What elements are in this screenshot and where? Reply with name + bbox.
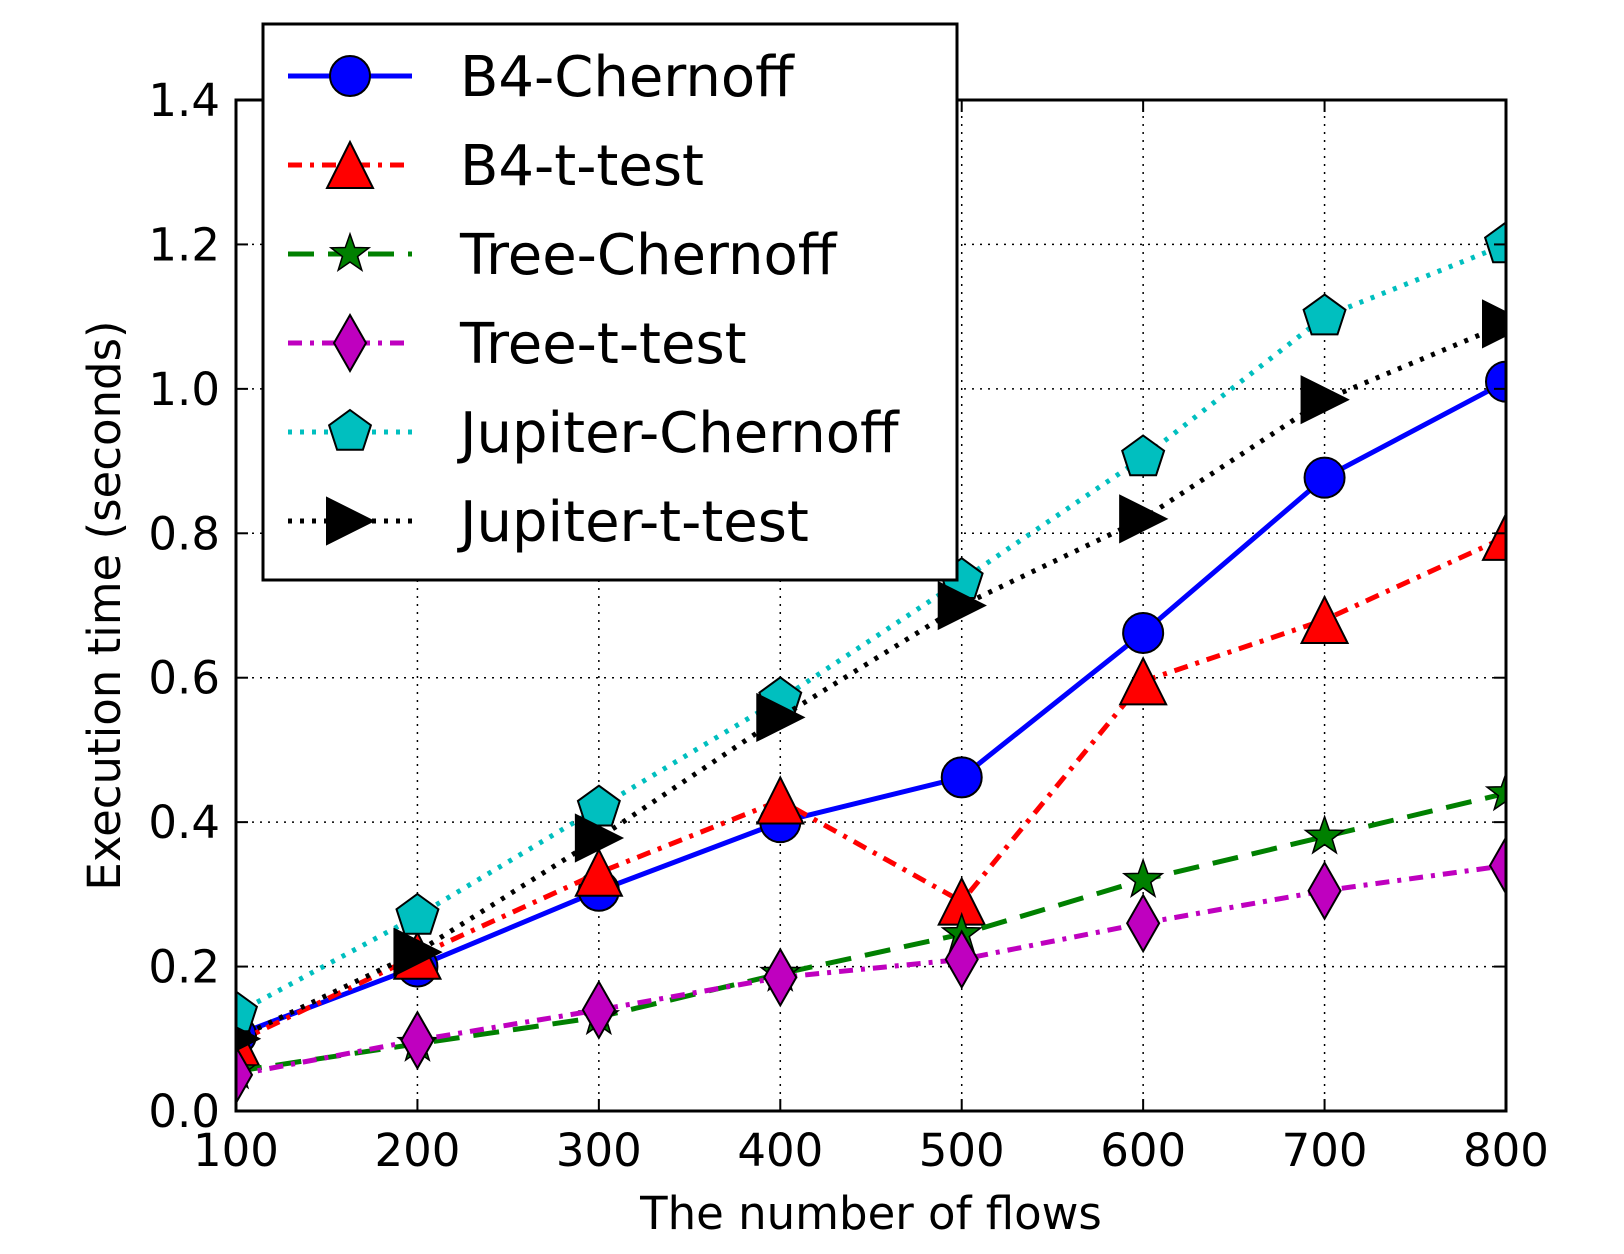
data-point — [763, 947, 798, 1008]
legend-label: Jupiter-t-test — [457, 490, 809, 555]
y-tick-label: 1.2 — [148, 218, 220, 271]
legend-marker — [328, 231, 372, 273]
data-point — [1118, 656, 1168, 706]
legend-marker — [329, 55, 371, 97]
data-point — [574, 813, 625, 863]
data-point — [400, 1010, 435, 1071]
data-point — [1482, 299, 1506, 349]
x-tick-label: 100 — [193, 1124, 279, 1177]
x-tick-label: 500 — [919, 1124, 1005, 1177]
legend-marker — [327, 408, 373, 451]
data-point — [581, 979, 617, 1040]
data-point — [236, 1026, 262, 1052]
data-point — [755, 775, 805, 825]
data-point — [1299, 594, 1350, 644]
data-point — [1302, 293, 1347, 336]
y-tick-label: 0.8 — [148, 507, 220, 560]
data-point — [1121, 434, 1166, 477]
y-tick-label: 0.4 — [148, 796, 220, 849]
data-point — [1484, 771, 1506, 812]
series-jupiter-t-test — [236, 299, 1506, 1052]
data-point — [1483, 221, 1506, 264]
y-tick-label: 1.4 — [148, 74, 220, 127]
data-point — [937, 580, 987, 631]
data-point — [1488, 835, 1506, 896]
data-point — [574, 847, 624, 897]
data-point — [1307, 860, 1342, 921]
x-tick-label: 400 — [737, 1124, 823, 1177]
series-tree-t-test — [236, 835, 1506, 1105]
data-point — [395, 892, 440, 935]
y-tick-label: 0.0 — [148, 1085, 220, 1138]
x-tick-label: 800 — [1463, 1124, 1549, 1177]
y-axis-label: Execution time (seconds) — [78, 320, 131, 890]
data-point — [1303, 456, 1346, 499]
x-tick-label: 700 — [1282, 1124, 1368, 1177]
axis-ticks: 100 200 300 400 500 600 700 800 0.0 0.2 0.4 0.6 0.8 1… — [148, 74, 1549, 1177]
legend: B4-Chernoff B4-t-test Tree-Chernoff Tree-t-… — [261, 22, 959, 582]
x-tick-label: 300 — [556, 1124, 642, 1177]
data-point — [393, 927, 443, 977]
y-tick-label: 0.6 — [148, 652, 220, 705]
x-axis-label: The number of flows — [639, 1187, 1102, 1240]
data-point — [1121, 857, 1165, 898]
data-point — [1303, 814, 1346, 855]
data-point — [1300, 375, 1350, 425]
data-point — [236, 1044, 254, 1105]
legend-label: Tree-Chernoff — [459, 223, 838, 288]
legend-label: B4-Chernoff — [460, 45, 795, 110]
series-line — [236, 379, 1506, 1038]
data-series — [236, 221, 1506, 1105]
x-tick-label: 200 — [374, 1124, 460, 1177]
data-point — [1119, 494, 1169, 544]
data-point — [1122, 611, 1165, 654]
y-tick-label: 0.2 — [148, 941, 220, 994]
legend-label: Tree-t-test — [459, 312, 747, 377]
legend-marker — [332, 312, 368, 374]
legend-box — [261, 22, 959, 582]
legend-marker — [325, 139, 375, 189]
legend-label: B4-t-test — [460, 134, 704, 199]
data-point — [1125, 893, 1161, 954]
x-tick-label: 600 — [1100, 1124, 1186, 1177]
y-tick-label: 1.0 — [148, 363, 220, 416]
legend-marker — [326, 496, 376, 546]
data-point — [236, 990, 259, 1033]
series-line — [236, 863, 1506, 1078]
data-point — [1481, 511, 1506, 561]
series-line — [236, 242, 1506, 1016]
data-point — [756, 692, 806, 743]
data-point — [944, 929, 979, 990]
series-line — [236, 534, 1506, 1045]
data-point — [1485, 360, 1506, 403]
legend-label: Jupiter-Chernoff — [457, 401, 900, 466]
series-line — [236, 790, 1506, 1074]
data-point — [940, 756, 983, 799]
